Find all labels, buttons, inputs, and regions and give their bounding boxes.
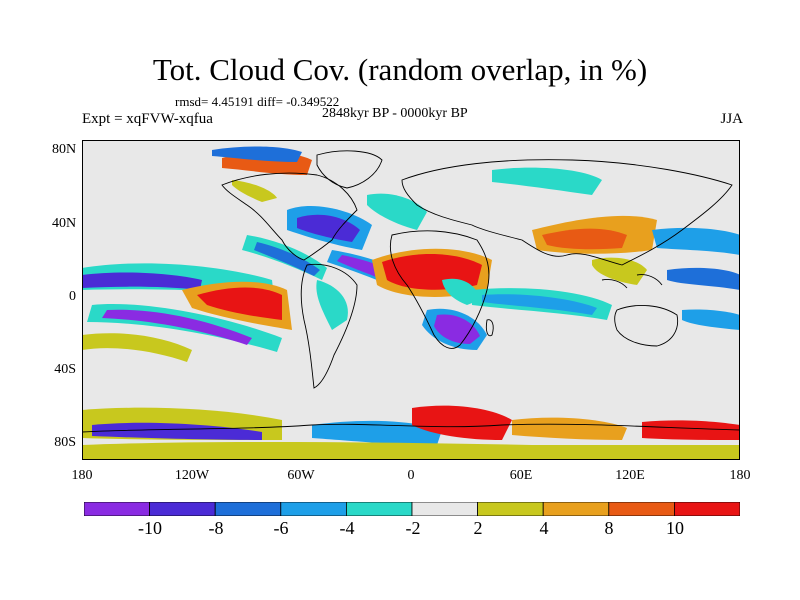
- colorbar: [84, 502, 740, 516]
- rmsd-diff-stats: rmsd= 4.45191 diff= -0.349522: [175, 94, 340, 109]
- colorbar-swatch: [477, 502, 544, 516]
- colorbar-swatch: [411, 502, 478, 516]
- colorbar-label: 10: [666, 518, 684, 538]
- colorbar-swatches: [84, 502, 740, 516]
- colorbar-swatch: [280, 502, 347, 516]
- colorbar-label: -2: [405, 518, 421, 538]
- coastlines: [82, 150, 740, 433]
- map-frame: [82, 140, 740, 460]
- colorbar-swatch: [345, 502, 413, 516]
- y-tick-label: 80N: [52, 142, 77, 157]
- colorbar-swatch: [542, 502, 610, 516]
- colorbar-swatch: [214, 502, 282, 516]
- plot-title: Tot. Cloud Cov. (random overlap, in %): [152, 52, 648, 87]
- anomaly-fields: [82, 146, 740, 460]
- colorbar-label: -6: [273, 518, 289, 538]
- x-tick-label: 60E: [509, 468, 533, 483]
- colorbar-label: 8: [604, 518, 614, 538]
- x-tick-label: 60W: [287, 468, 315, 483]
- colorbar-label: -4: [339, 518, 355, 538]
- colorbar-swatch: [674, 502, 740, 516]
- y-tick-label: 40S: [54, 362, 76, 377]
- season-label: JJA: [720, 111, 743, 127]
- colorbar-label: -8: [208, 518, 224, 538]
- y-tick-label: 80S: [54, 435, 76, 450]
- colorbar-swatch: [149, 502, 216, 516]
- x-tick-label: 0: [407, 468, 415, 483]
- colorbar-swatch: [608, 502, 675, 516]
- period-label: 2848kyr BP - 0000kyr BP: [322, 106, 468, 121]
- colorbar-label: 4: [539, 518, 549, 538]
- x-tick-label: 120W: [174, 468, 210, 483]
- x-tick-label: 180: [71, 468, 93, 483]
- experiment-label: Expt = xqFVW-xqfua: [82, 111, 213, 127]
- colorbar-label: 2: [473, 518, 483, 538]
- colorbar-swatch: [84, 502, 150, 516]
- x-tick-label: 120E: [615, 468, 645, 483]
- colorbar-label: -10: [138, 518, 162, 538]
- cloud-cover-difference-map: [82, 140, 740, 460]
- y-tick-label: 40N: [52, 216, 77, 231]
- y-tick-label: 0: [69, 289, 76, 304]
- x-tick-label: 180: [729, 468, 751, 483]
